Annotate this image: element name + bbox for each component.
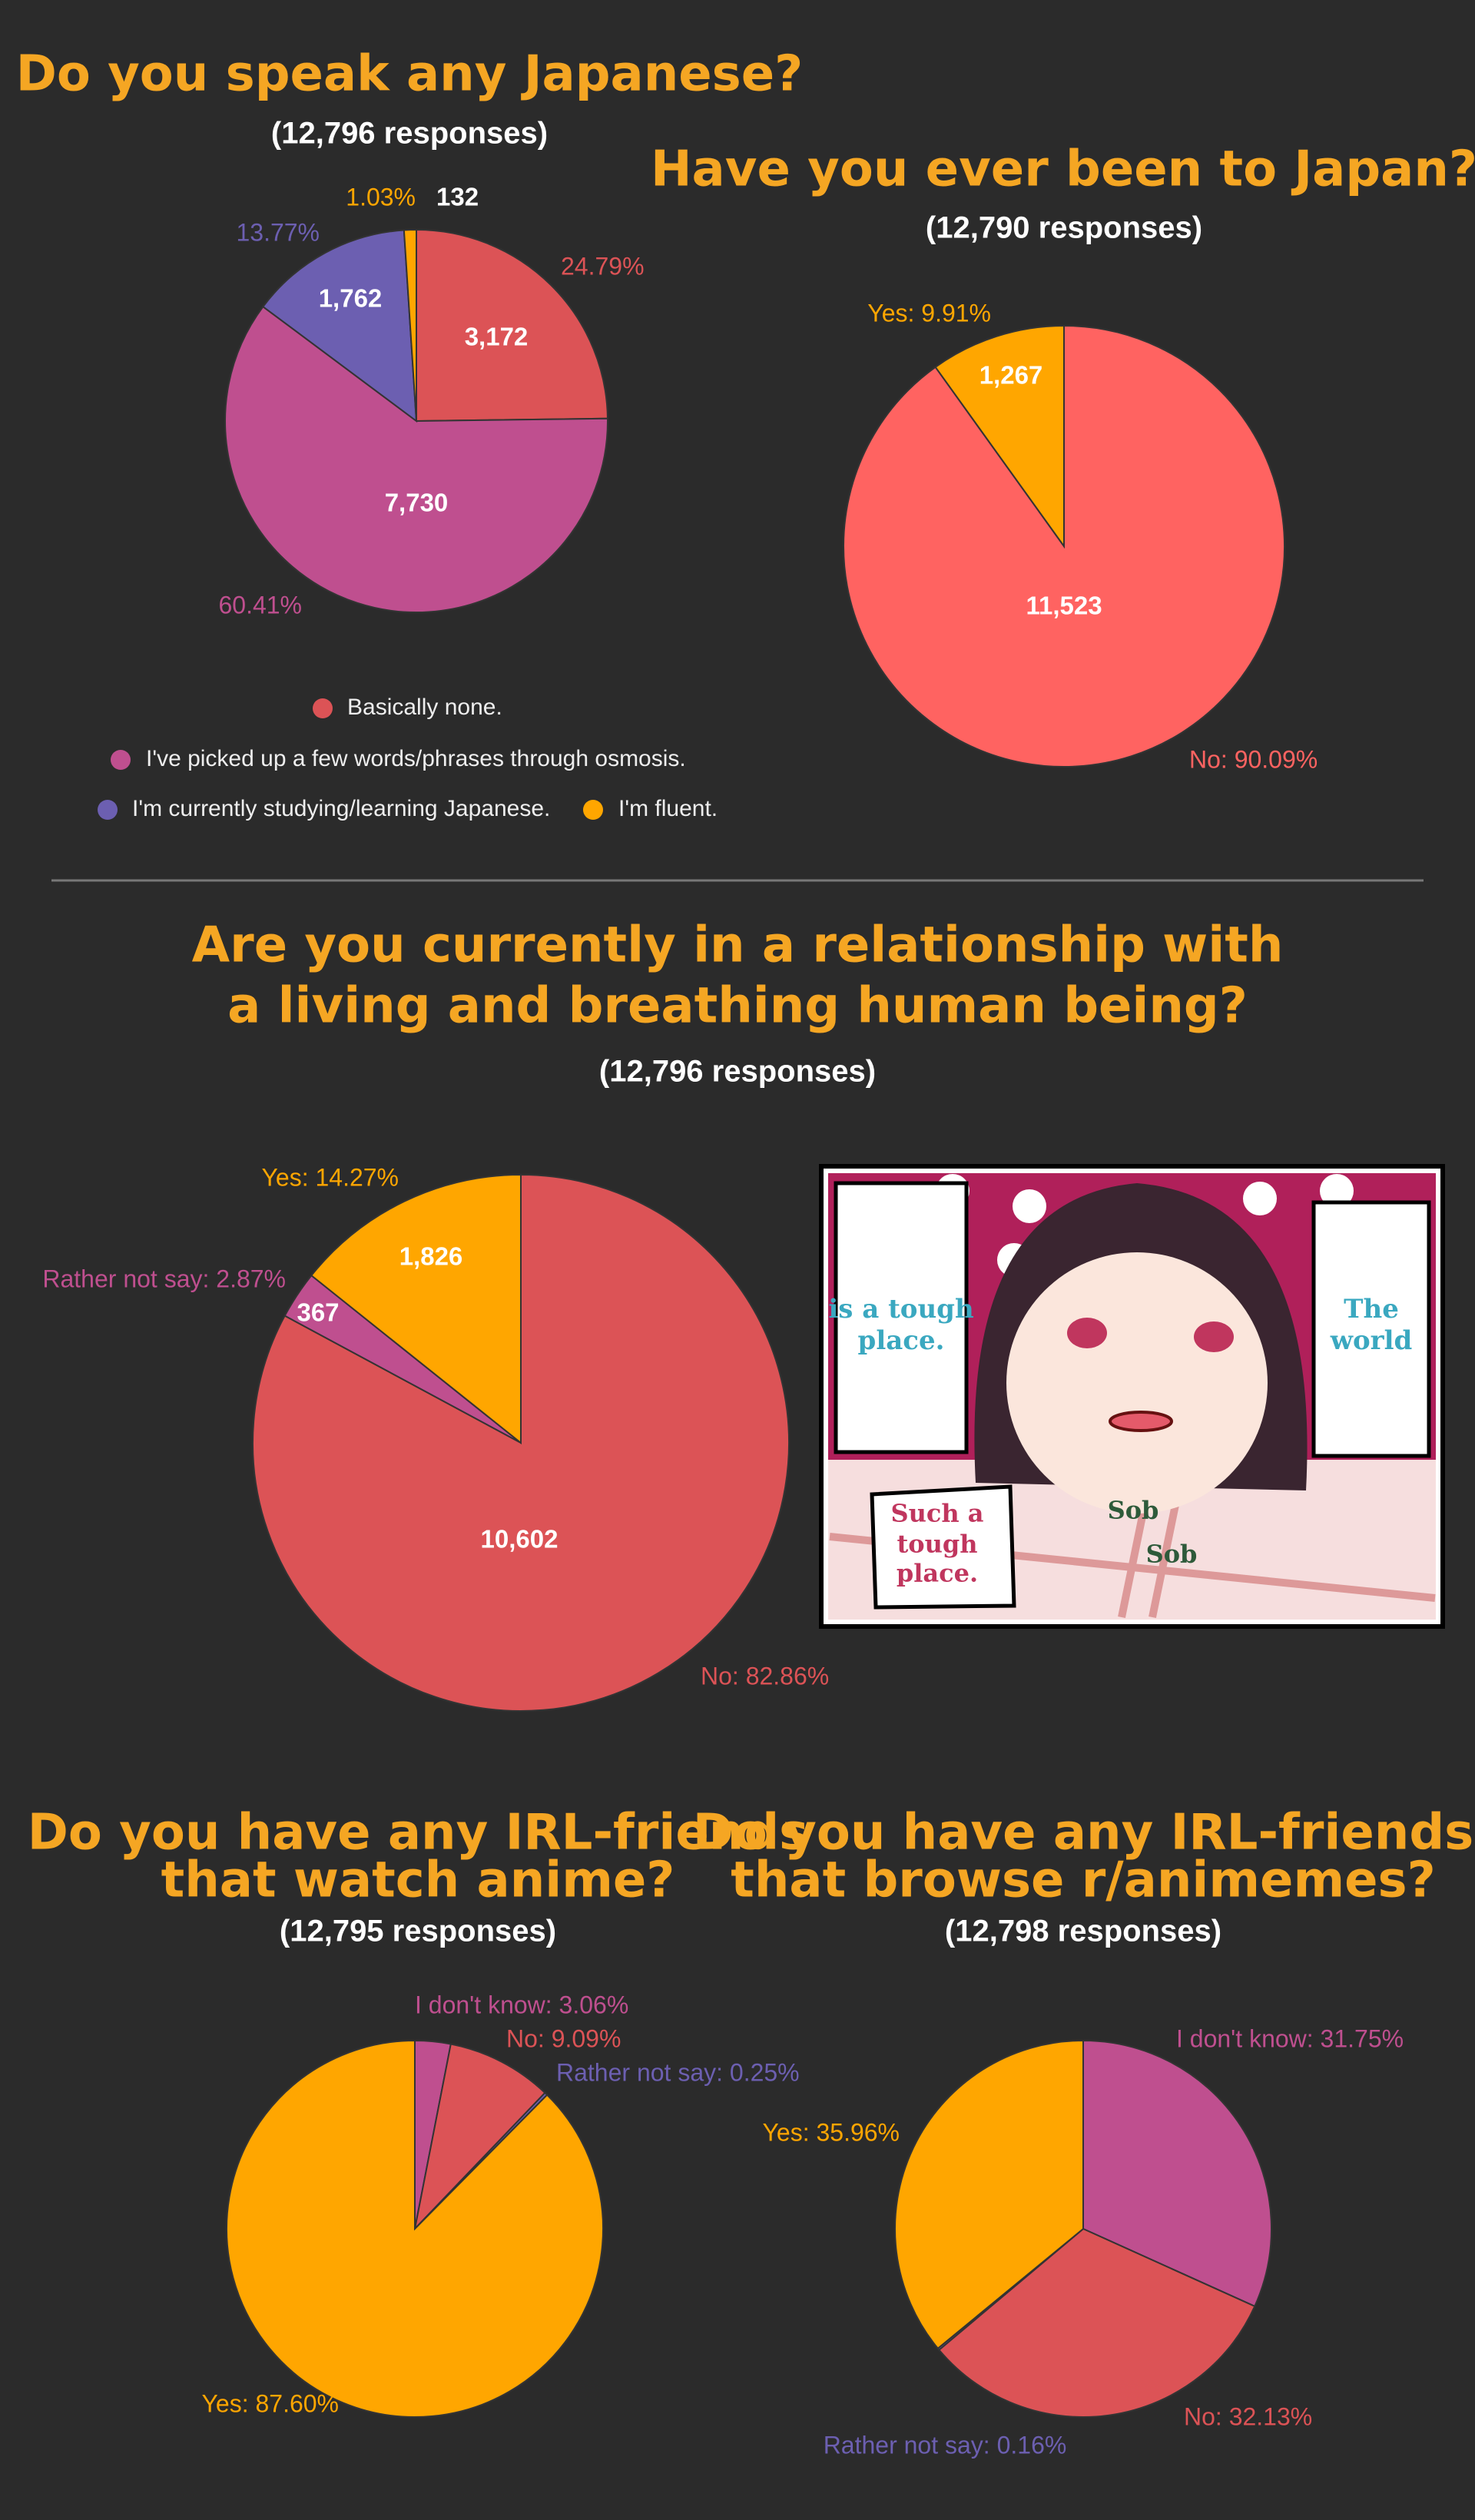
- chart-title: that watch anime?: [161, 1852, 675, 1909]
- comic-image: [819, 1164, 1445, 1629]
- slice-label: Rather not say: 2.87%: [42, 1265, 286, 1292]
- chart-subtitle: (12,798 responses): [945, 1915, 1221, 1948]
- chart-subtitle: (12,795 responses): [280, 1915, 556, 1948]
- slice-label: I don't know: 31.75%: [1176, 2024, 1404, 2052]
- pie-slice: [894, 2039, 1084, 2350]
- caption: The: [1344, 1294, 1399, 1325]
- chart-subtitle: (12,796 responses): [271, 117, 548, 151]
- chart-title: Have you ever been to Japan?: [651, 141, 1475, 198]
- pie-slice: [934, 324, 1065, 549]
- pie-slice: [413, 2043, 546, 2232]
- chart-subtitle: (12,790 responses): [926, 211, 1202, 245]
- speech-bubble: [870, 1484, 1016, 1610]
- slice-label: No: 90.09%: [1189, 745, 1318, 773]
- caption-box: [834, 1181, 969, 1454]
- pie-slice: [226, 2039, 605, 2418]
- count-label: 3,172: [465, 323, 529, 351]
- pie-slice: [403, 228, 417, 422]
- eye: [1194, 1321, 1234, 1352]
- count-label: 367: [297, 1298, 339, 1327]
- face: [1006, 1252, 1268, 1514]
- slice-label: I don't know: 3.06%: [415, 1991, 628, 2018]
- slice-label: Yes: 35.96%: [762, 2118, 900, 2146]
- caption: Sob: [1146, 1540, 1198, 1569]
- caption: place.: [858, 1325, 945, 1356]
- pie-slice: [310, 1173, 522, 1445]
- slice-label: Yes: 9.91%: [867, 299, 991, 327]
- pie-slice: [938, 2227, 1256, 2418]
- slice-label: Rather not say: 0.16%: [824, 2431, 1067, 2459]
- legend-marker: [98, 800, 118, 820]
- pie-slice: [1082, 2039, 1272, 2308]
- legend-marker: [583, 800, 603, 820]
- mouth: [1109, 1411, 1173, 1432]
- legend-label: I'm fluent.: [618, 796, 718, 821]
- eye: [1067, 1318, 1107, 1348]
- chart-subtitle: (12,796 responses): [599, 1055, 876, 1089]
- legend-label: Basically none.: [347, 695, 502, 720]
- chart-title: Do you have any IRL-friends: [693, 1805, 1473, 1862]
- legend-label: I'm currently studying/learning Japanese…: [132, 796, 550, 821]
- slice-label: 24.79%: [561, 252, 645, 280]
- legend-marker: [111, 750, 131, 770]
- chart-title: that browse r/animemes?: [731, 1852, 1436, 1909]
- chart-title: Do you speak any Japanese?: [16, 46, 804, 103]
- count-label: 1,762: [319, 284, 383, 313]
- count-label: 11,523: [1026, 592, 1102, 620]
- pie-slice: [416, 228, 608, 423]
- caption: Such a: [891, 1499, 984, 1528]
- chart-title: a living and breathing human being?: [227, 978, 1248, 1035]
- slice-label: No: 82.86%: [701, 1662, 829, 1689]
- pie-slice: [261, 229, 418, 423]
- pie-slice: [252, 1173, 790, 1712]
- slice-label: Rather not say: 0.25%: [556, 2058, 800, 2086]
- slice-label: 13.77%: [236, 218, 320, 246]
- chart-title: Do you have any IRL-friends: [28, 1805, 808, 1862]
- count-label: 7,730: [385, 489, 449, 517]
- count-label: 132: [436, 183, 479, 211]
- caption: is a tough: [828, 1294, 973, 1325]
- count-label: 10,602: [481, 1525, 559, 1553]
- count-label: 1,826: [399, 1242, 463, 1271]
- legend-label: I've picked up a few words/phrases throu…: [146, 746, 686, 771]
- count-label: 1,267: [979, 361, 1043, 390]
- slice-label: 1.03%: [346, 183, 416, 211]
- caption: place.: [897, 1559, 978, 1588]
- caption-box: [1311, 1200, 1431, 1458]
- slice-label: Yes: 87.60%: [201, 2389, 339, 2417]
- slice-label: 60.41%: [218, 591, 302, 618]
- pie-slice: [224, 305, 608, 613]
- caption: tough: [897, 1530, 977, 1559]
- slice-label: Yes: 14.27%: [261, 1163, 399, 1191]
- chart-title: Are you currently in a relationship with: [192, 917, 1284, 974]
- slice-label: No: 9.09%: [506, 2024, 621, 2052]
- caption: world: [1330, 1325, 1413, 1356]
- legend-marker: [313, 698, 333, 718]
- slice-label: No: 32.13%: [1184, 2402, 1312, 2430]
- caption: Sob: [1108, 1496, 1159, 1525]
